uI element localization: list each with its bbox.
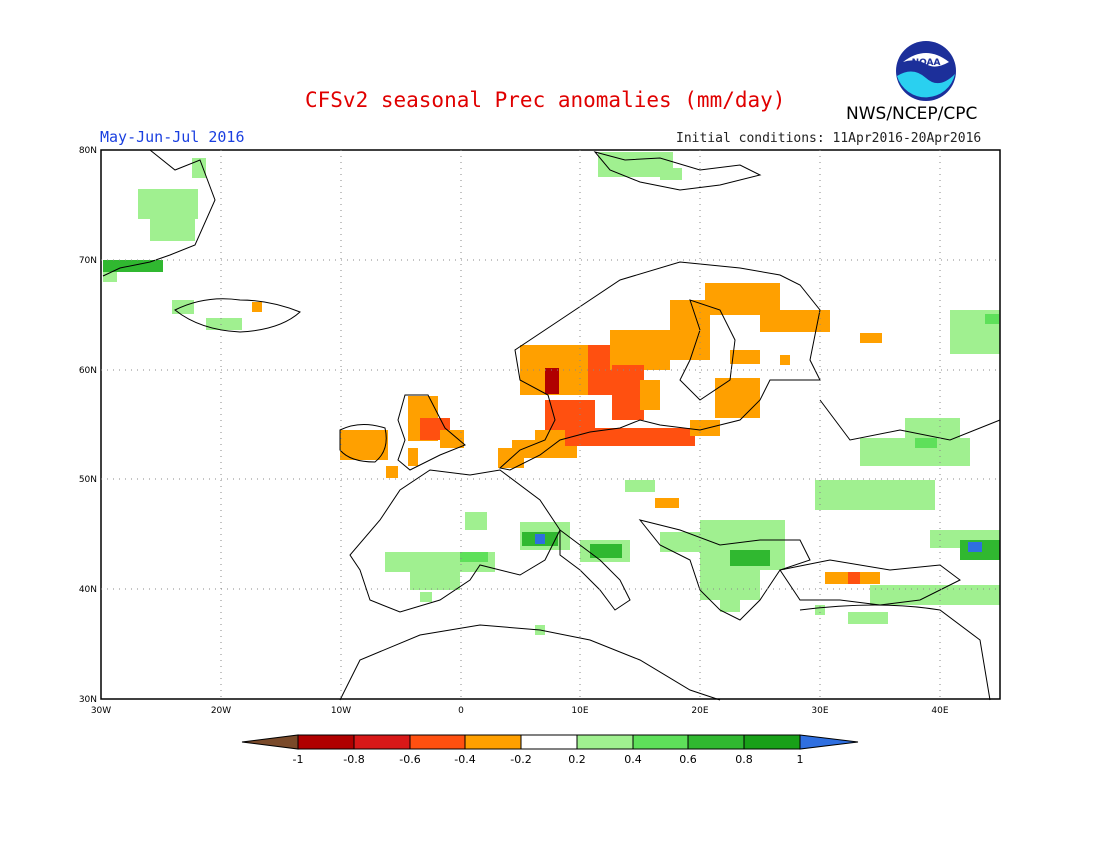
colorbar (241, 734, 859, 750)
anomaly-cell (870, 585, 1000, 605)
anomaly-cell (172, 300, 194, 314)
lon-tick-label: 10W (331, 706, 351, 716)
anomaly-cell (815, 605, 825, 615)
period-label: May-Jun-Jul 2016 (100, 128, 245, 146)
colorbar-swatch (687, 734, 745, 750)
anomaly-cell (905, 418, 960, 440)
coastlines (102, 149, 1001, 701)
colorbar-label: -0.2 (510, 753, 531, 766)
map-title: CFSv2 seasonal Prec anomalies (mm/day) (305, 88, 786, 112)
colorbar-swatch (297, 734, 355, 750)
colorbar-max-arrow (799, 734, 859, 750)
lon-tick-label: 20E (691, 706, 708, 716)
anomaly-cell (103, 272, 117, 282)
anomaly-cell (848, 612, 888, 624)
anomaly-cell (590, 544, 622, 558)
lat-tick-label: 50N (79, 475, 97, 485)
colorbar-swatch (409, 734, 466, 750)
colorbar-label: 0.4 (624, 753, 642, 766)
anomaly-cell (625, 480, 655, 492)
anomaly-cell (192, 158, 206, 178)
lon-ticks: 30W 20W 10W 0 10E 20E 30E 40E (91, 706, 949, 716)
anomaly-cell (670, 300, 710, 360)
anomaly-cell (535, 430, 565, 442)
anomaly-cell (848, 572, 860, 584)
lon-tick-label: 10E (571, 706, 588, 716)
anomaly-cells (103, 152, 1000, 635)
anomaly-cell (860, 333, 882, 343)
anomaly-cell (612, 365, 644, 420)
colorbar-swatch (632, 734, 689, 750)
lat-tick-label: 30N (79, 695, 97, 705)
colorbar-swatch (464, 734, 522, 750)
anomaly-cell (150, 219, 195, 241)
colorbar-label: 0.8 (735, 753, 753, 766)
anomaly-cell (690, 420, 720, 436)
colorbar-label: -0.4 (454, 753, 475, 766)
colorbar-swatch (520, 734, 578, 750)
anomaly-cell (660, 168, 682, 180)
anomaly-cell (610, 330, 670, 370)
anomaly-cell (465, 512, 487, 530)
lon-tick-label: 30W (91, 706, 111, 716)
anomaly-cell (700, 570, 760, 600)
lat-tick-label: 70N (79, 256, 97, 266)
lon-tick-label: 0 (458, 706, 464, 716)
anomaly-cell (985, 314, 999, 324)
anomaly-cell (460, 552, 488, 562)
anomaly-cell (815, 480, 935, 510)
anomaly-cell (512, 440, 577, 458)
anomaly-cell (252, 302, 262, 312)
initial-conditions-label: Initial conditions: 11Apr2016-20Apr2016 (676, 131, 982, 146)
anomaly-cell (420, 592, 432, 602)
agency-label: NWS/NCEP/CPC (846, 104, 978, 124)
anomaly-cell (386, 466, 398, 478)
anomaly-cell (640, 380, 660, 410)
colorbar-label: 1 (797, 753, 804, 766)
anomaly-cell (440, 430, 464, 448)
anomaly-cell (968, 542, 982, 552)
anomaly-cell (408, 448, 418, 466)
colorbar-label: -0.8 (343, 753, 364, 766)
anomaly-cell (730, 350, 760, 364)
anomaly-cell (660, 532, 700, 552)
map-frame (100, 149, 1001, 700)
anomaly-cell (565, 428, 695, 446)
anomaly-cell (915, 438, 937, 448)
colorbar-swatch (743, 734, 801, 750)
colorbar-label: -0.6 (399, 753, 420, 766)
lon-tick-label: 20W (211, 706, 231, 716)
lat-ticks: 80N 70N 60N 50N 40N 30N (79, 146, 97, 705)
lon-tick-label: 30E (811, 706, 828, 716)
colorbar-label: 0.6 (679, 753, 697, 766)
colorbar-min-arrow (241, 734, 299, 750)
anomaly-cell (760, 310, 830, 332)
logo-text: NOAA (912, 58, 941, 68)
lat-tick-label: 60N (79, 366, 97, 376)
anomaly-cell (103, 260, 163, 272)
anomaly-cell (535, 534, 545, 544)
colorbar-swatch (576, 734, 634, 750)
anomaly-cell (340, 430, 388, 460)
anomaly-cell (410, 570, 460, 590)
anomaly-cell (545, 368, 559, 394)
colorbar-label: -1 (293, 753, 304, 766)
lon-tick-label: 40E (931, 706, 948, 716)
anomaly-cell (720, 600, 740, 612)
anomaly-cell (138, 189, 198, 219)
anomaly-cell (206, 318, 242, 330)
colorbar-labels: -1 -0.8 -0.6 -0.4 -0.2 0.2 0.4 0.6 0.8 1 (293, 753, 804, 766)
colorbar-label: 0.2 (568, 753, 586, 766)
anomaly-cell (715, 378, 760, 418)
colorbar-swatch (353, 734, 411, 750)
anomaly-cell (655, 498, 679, 508)
anomaly-cell (730, 550, 770, 566)
anomaly-cell (780, 355, 790, 365)
lat-tick-label: 80N (79, 146, 97, 156)
lat-tick-label: 40N (79, 585, 97, 595)
noaa-logo: NOAA (895, 40, 957, 102)
